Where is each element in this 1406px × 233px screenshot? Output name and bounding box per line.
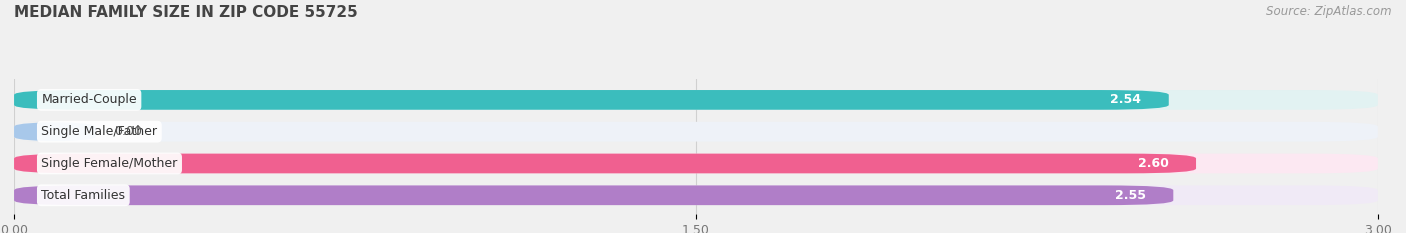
FancyBboxPatch shape [14,90,1168,110]
FancyBboxPatch shape [14,185,1378,205]
Text: Single Female/Mother: Single Female/Mother [41,157,177,170]
Text: 0.00: 0.00 [114,125,142,138]
Text: 2.54: 2.54 [1111,93,1142,106]
Text: Single Male/Father: Single Male/Father [41,125,157,138]
FancyBboxPatch shape [14,122,96,141]
FancyBboxPatch shape [14,90,1378,110]
Text: Married-Couple: Married-Couple [41,93,136,106]
Text: MEDIAN FAMILY SIZE IN ZIP CODE 55725: MEDIAN FAMILY SIZE IN ZIP CODE 55725 [14,5,357,20]
Text: Source: ZipAtlas.com: Source: ZipAtlas.com [1267,5,1392,18]
FancyBboxPatch shape [14,154,1378,173]
FancyBboxPatch shape [14,185,1173,205]
FancyBboxPatch shape [14,154,1197,173]
Text: 2.60: 2.60 [1137,157,1168,170]
Text: Total Families: Total Families [41,189,125,202]
FancyBboxPatch shape [14,122,1378,141]
Text: 2.55: 2.55 [1115,189,1146,202]
